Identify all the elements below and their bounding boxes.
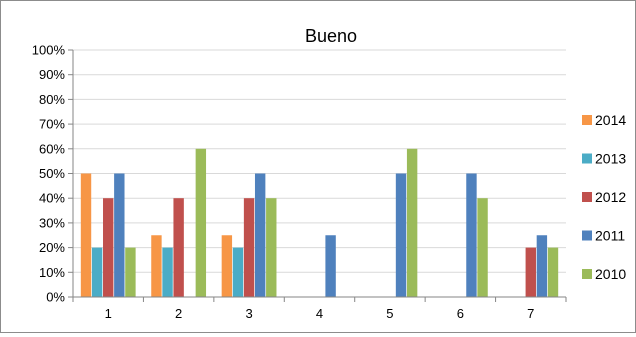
chart-title: Bueno: [305, 26, 357, 46]
bar-2010-cat-5: [406, 148, 418, 297]
x-tick-label: 3: [245, 306, 252, 321]
bar-2011-cat-6: [466, 173, 477, 297]
x-tick-label: 4: [316, 306, 323, 321]
y-tick-label: 90%: [39, 67, 65, 82]
x-tick-label: 1: [105, 306, 112, 321]
bar-2010-cat-2: [195, 148, 207, 297]
y-tick-label: 60%: [39, 141, 65, 156]
x-tick-label: 6: [457, 306, 464, 321]
legend-swatch-2010: [582, 269, 592, 279]
bar-2014-cat-1: [80, 173, 92, 297]
bar-2014-cat-3: [221, 235, 233, 297]
legend-label-2010: 2010: [595, 266, 626, 282]
bar-2013-cat-3: [232, 247, 244, 297]
bar-2012-cat-1: [103, 198, 114, 297]
y-tick-label: 40%: [39, 191, 65, 206]
y-tick-label: 20%: [39, 240, 65, 255]
y-tick-label: 30%: [39, 215, 65, 230]
bar-2014-cat-2: [151, 235, 162, 297]
legend-label-2014: 2014: [595, 112, 626, 128]
y-tick-label: 0%: [46, 290, 65, 305]
legend-swatch-2014: [582, 115, 592, 125]
bar-2011-cat-4: [325, 235, 336, 297]
bar-2010-cat-1: [125, 247, 136, 297]
bar-2012-cat-7: [525, 247, 536, 297]
bar-chart: Bueno 0% 10% 20% 30% 40% 50% 60% 70% 80% 90% 100% 1…: [32, 26, 627, 321]
bar-2011-cat-7: [536, 235, 548, 297]
x-tick-label: 5: [386, 306, 393, 321]
legend-label-2013: 2013: [595, 151, 626, 167]
legend-label-2011: 2011: [595, 228, 625, 244]
x-tick-label: 2: [175, 306, 182, 321]
legend-swatch-2012: [582, 192, 592, 202]
bar-2011-cat-1: [114, 173, 125, 297]
y-tick-label: 70%: [39, 117, 65, 132]
legend-swatch-2013: [582, 153, 592, 164]
legend-label-2012: 2012: [595, 189, 626, 205]
y-tick-label: 100%: [32, 43, 66, 58]
bar-2012-cat-3: [243, 198, 255, 297]
bar-2011-cat-5: [395, 173, 407, 297]
bar-2010-cat-7: [547, 247, 559, 297]
bar-2010-cat-6: [477, 198, 488, 297]
bar-2011-cat-3: [254, 173, 266, 297]
legend-swatch-2011: [582, 230, 592, 241]
y-tick-label: 10%: [39, 265, 65, 280]
y-tick-label: 50%: [39, 166, 65, 181]
x-tick-label: 7: [527, 306, 534, 321]
bar-2013-cat-2: [162, 247, 173, 297]
bar-2013-cat-1: [91, 247, 103, 297]
bar-2010-cat-3: [266, 198, 277, 297]
y-tick-label: 80%: [39, 92, 65, 107]
bar-2012-cat-2: [173, 198, 184, 297]
